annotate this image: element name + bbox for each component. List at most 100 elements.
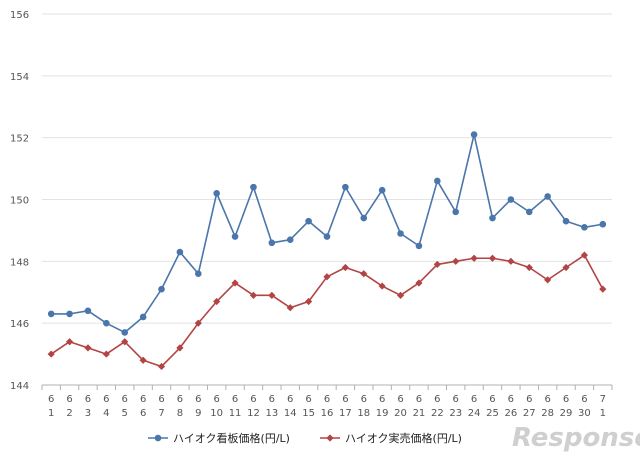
data-point — [103, 319, 110, 327]
data-point — [341, 263, 349, 272]
data-point — [581, 224, 588, 231]
data-point — [415, 279, 423, 287]
x-tick-label-day: 29 — [560, 408, 573, 419]
x-tick-label-day: 27 — [523, 408, 536, 419]
x-tick-label-month: 6 — [324, 394, 330, 405]
x-tick-label-day: 20 — [394, 408, 407, 419]
gridlines — [42, 13, 612, 324]
x-tick-label-day: 11 — [229, 408, 242, 419]
data-point — [342, 183, 349, 191]
data-point — [452, 257, 460, 265]
x-tick-label-month: 6 — [213, 394, 219, 405]
data-point — [268, 291, 276, 299]
x-tick-label-day: 24 — [468, 408, 481, 419]
data-point — [121, 329, 129, 336]
x-tick-label-day: 9 — [195, 408, 201, 419]
x-tick-label-month: 6 — [103, 394, 109, 405]
data-point — [66, 310, 73, 318]
x-tick-label-day: 6 — [140, 408, 146, 419]
data-point — [139, 356, 147, 364]
x-tick-label-day: 16 — [321, 408, 334, 419]
data-point — [599, 285, 607, 293]
data-point — [102, 350, 110, 358]
x-tick-label-day: 14 — [284, 408, 297, 419]
data-point — [525, 263, 533, 272]
x-tick-label-day: 10 — [210, 408, 223, 419]
data-point — [562, 263, 570, 272]
x-tick-label-day: 25 — [486, 408, 499, 419]
x-tick-label-month: 6 — [544, 394, 550, 405]
data-point — [470, 131, 478, 138]
x-tick-label-day: 2 — [66, 408, 72, 419]
data-point — [433, 260, 441, 269]
data-point — [194, 319, 202, 327]
data-point — [507, 257, 515, 265]
x-tick-label-month: 6 — [453, 394, 459, 405]
x-tick-label-day: 26 — [505, 408, 518, 419]
x-tick-label-month: 6 — [471, 394, 477, 405]
data-point — [599, 220, 607, 228]
x-tick-label-day: 5 — [122, 408, 128, 419]
data-point — [470, 254, 478, 262]
x-tick-label-month: 6 — [416, 394, 422, 405]
x-tick-label-day: 15 — [302, 408, 315, 419]
data-point — [580, 251, 589, 259]
x-tick-label-day: 21 — [413, 408, 426, 419]
x-tick-label-day: 4 — [103, 408, 109, 419]
y-tick-label: 150 — [10, 196, 29, 207]
x-tick-label-month: 6 — [287, 394, 293, 405]
x-tick-label-month: 6 — [122, 394, 128, 405]
x-tick-label-day: 18 — [357, 408, 370, 419]
y-tick-label: 148 — [10, 257, 29, 268]
x-tick-label-month: 6 — [195, 394, 201, 405]
data-point — [415, 242, 423, 250]
x-tick-label-month: 6 — [581, 394, 587, 405]
x-tick-label-month: 6 — [140, 394, 146, 405]
x-tick-label-day: 3 — [85, 408, 91, 419]
data-point — [268, 239, 276, 247]
data-point — [47, 350, 55, 358]
x-tick-label-month: 6 — [508, 394, 514, 405]
watermark-logo: Response. — [512, 423, 640, 453]
y-tick-label: 144 — [10, 381, 29, 392]
data-point — [286, 236, 294, 243]
x-tick-label-month: 6 — [250, 394, 256, 405]
data-point — [489, 214, 496, 222]
x-tick-label-day: 1 — [600, 408, 606, 419]
x-tick-label-month: 6 — [361, 394, 367, 405]
x-tick-label-month: 6 — [85, 394, 91, 405]
data-point — [213, 297, 221, 306]
data-point — [65, 338, 74, 346]
data-point — [305, 297, 313, 306]
data-point — [488, 254, 497, 262]
data-point — [396, 291, 405, 299]
data-point — [360, 214, 368, 222]
x-tick-label-day: 7 — [158, 408, 164, 419]
data-point — [378, 186, 386, 194]
data-point — [360, 270, 368, 278]
data-point — [544, 276, 552, 284]
data-point — [452, 208, 460, 216]
x-tick-label-day: 19 — [376, 408, 389, 419]
x-tick-label-month: 6 — [342, 394, 348, 405]
x-tick-label-month: 6 — [177, 394, 183, 405]
data-point — [249, 291, 258, 299]
legend-marker — [154, 434, 162, 442]
data-point — [84, 307, 92, 315]
data-point — [158, 285, 165, 293]
x-tick-label-day: 23 — [449, 408, 462, 419]
data-point — [397, 230, 404, 237]
legend-label: ハイオク実売価格(円/L) — [345, 431, 462, 445]
x-tick-label-month: 6 — [269, 394, 275, 405]
data-point — [507, 196, 515, 203]
x-tick-label-day: 30 — [578, 408, 591, 419]
x-tick-label-month: 6 — [379, 394, 385, 405]
x-tick-label-month: 6 — [526, 394, 532, 405]
x-tick-label-month: 6 — [66, 394, 72, 405]
data-point — [286, 304, 294, 312]
x-tick-label-day: 13 — [265, 408, 278, 419]
x-tick-label-month: 6 — [232, 394, 238, 405]
data-point — [525, 208, 533, 216]
data-point — [121, 338, 129, 346]
x-tick-label-month: 6 — [305, 394, 311, 405]
